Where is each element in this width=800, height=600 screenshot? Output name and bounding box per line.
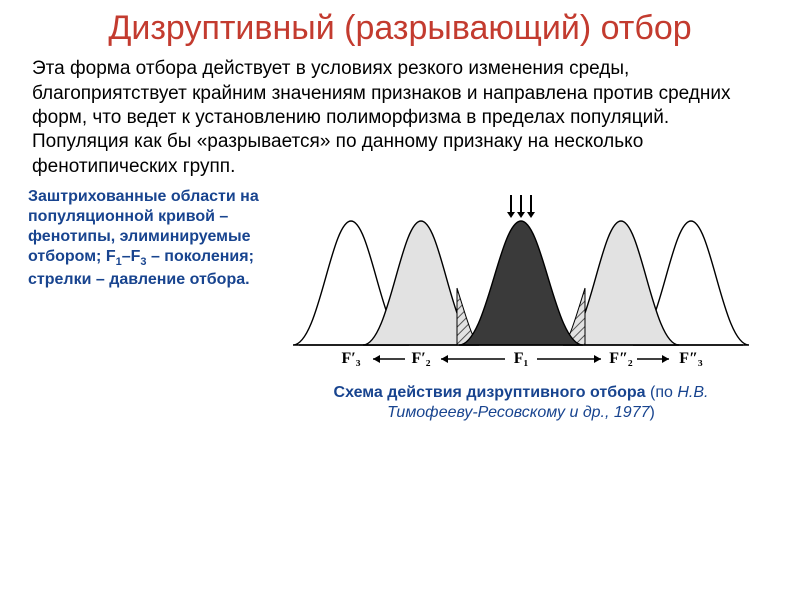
svg-text:F″₃: F″₃	[679, 350, 703, 367]
slide-title: Дизруптивный (разрывающий) отбор	[28, 10, 772, 47]
svg-text:F′₂: F′₂	[411, 350, 430, 367]
diagram-column: F′₃ F′₂ F₁ F″₂ F″₃ Схема действия дизруптивн…	[270, 187, 772, 423]
diagram-caption: Схема действия дизруптивного отбора (по …	[291, 383, 751, 423]
body-paragraph: Эта форма отбора действует в условиях ре…	[32, 57, 768, 179]
svg-text:F₁: F₁	[514, 350, 529, 367]
lower-row: Заштрихованные области на популяционной …	[28, 187, 772, 423]
caption-rest-b: )	[649, 404, 654, 421]
svg-text:F′₃: F′₃	[341, 350, 360, 367]
caption-bold: Схема действия дизруптивного отбора	[334, 384, 650, 401]
svg-text:F″₂: F″₂	[609, 350, 633, 367]
disruptive-selection-diagram: F′₃ F′₂ F₁ F″₂ F″₃	[291, 187, 751, 377]
slide: Дизруптивный (разрывающий) отбор Эта фор…	[0, 0, 800, 600]
caption-rest-a: (по	[650, 384, 677, 401]
diagram-legend-note: Заштрихованные области на популяционной …	[28, 187, 260, 290]
